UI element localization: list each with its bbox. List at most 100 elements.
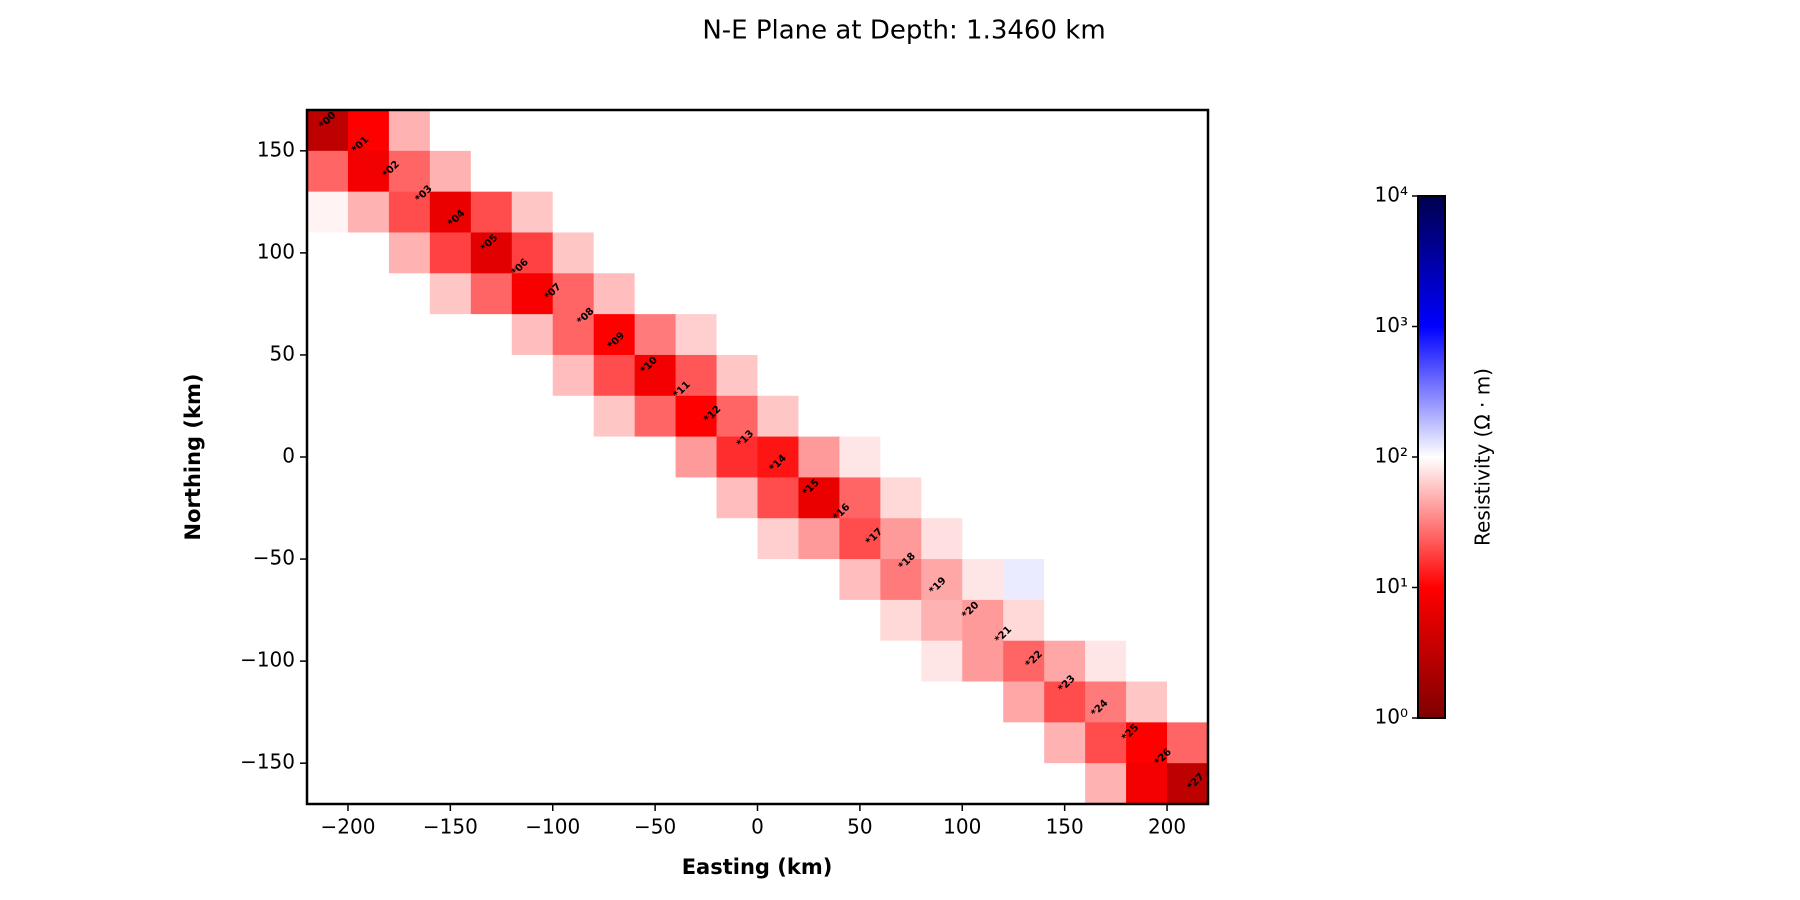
cell (757, 599, 799, 642)
cell (757, 477, 799, 519)
cell (1167, 722, 1208, 764)
cell (347, 354, 390, 397)
cell (470, 681, 513, 723)
cell (798, 640, 840, 683)
cell (1044, 232, 1086, 274)
cell (470, 232, 513, 274)
cell (593, 681, 636, 723)
cell (757, 354, 799, 397)
cell (593, 559, 636, 601)
cell (429, 640, 472, 683)
cell (1167, 599, 1208, 642)
cell (1044, 150, 1086, 193)
cell (839, 191, 881, 233)
cell (388, 640, 431, 683)
y-tick-label: 150 (257, 137, 295, 161)
cell (921, 191, 963, 233)
cell (470, 599, 513, 642)
cell (593, 354, 636, 397)
cell (634, 559, 677, 601)
cell (388, 232, 431, 274)
cell (552, 763, 595, 804)
cell (1167, 681, 1208, 723)
cell (798, 150, 840, 193)
cell (839, 477, 881, 519)
x-tick-label: −50 (634, 815, 676, 839)
cell (347, 395, 390, 438)
chart-title: N-E Plane at Depth: 1.3460 km (702, 16, 1105, 46)
cell (716, 232, 758, 274)
cell (307, 763, 349, 804)
cell (716, 477, 758, 519)
cell (1167, 518, 1208, 560)
cell (716, 273, 758, 315)
cell (1044, 477, 1086, 519)
cell (921, 395, 963, 438)
cell (552, 273, 595, 315)
cell (962, 681, 1004, 723)
cell (757, 436, 799, 478)
cell (1167, 191, 1208, 233)
cell (962, 150, 1004, 193)
cell (921, 477, 963, 519)
cell (839, 763, 881, 804)
cell (921, 559, 963, 601)
cell (634, 477, 677, 519)
cell (839, 232, 881, 274)
cell (388, 599, 431, 642)
cell (757, 681, 799, 723)
cell (388, 314, 431, 356)
cell (1044, 273, 1086, 315)
cell (347, 110, 390, 152)
cell (552, 518, 595, 560)
cell (634, 354, 677, 397)
cell (347, 681, 390, 723)
cell (1126, 599, 1168, 642)
colorbar-tick-label: 10³ (1375, 313, 1408, 337)
y-tick-label: 0 (282, 444, 295, 468)
cell (634, 232, 677, 274)
cell (552, 232, 595, 274)
x-tick-label: −150 (423, 815, 478, 839)
cell (962, 314, 1004, 356)
cell (552, 681, 595, 723)
cell (716, 518, 758, 560)
cell (716, 110, 758, 152)
cell (470, 477, 513, 519)
cell (511, 681, 554, 723)
cell (347, 436, 390, 478)
cell (1085, 354, 1127, 397)
cell (1003, 436, 1045, 478)
cell (1167, 232, 1208, 274)
cell (593, 110, 636, 152)
cell (347, 477, 390, 519)
cell (1167, 110, 1208, 152)
cell (962, 354, 1004, 397)
cell (347, 559, 390, 601)
heatmap (307, 110, 1208, 804)
cell (593, 722, 636, 764)
cell (880, 763, 922, 804)
cell (470, 518, 513, 560)
cell (880, 273, 922, 315)
cell (429, 518, 472, 560)
cell (1003, 150, 1045, 193)
colorbar-tick-label: 10⁰ (1375, 705, 1408, 729)
cell (470, 640, 513, 683)
cell (429, 559, 472, 601)
cell (921, 354, 963, 397)
cell (511, 436, 554, 478)
cell (880, 559, 922, 601)
cell (1003, 395, 1045, 438)
cell (511, 763, 554, 804)
cell (511, 354, 554, 397)
y-tick-label: −150 (240, 750, 295, 774)
cell (1167, 314, 1208, 356)
cell (470, 559, 513, 601)
cell (798, 354, 840, 397)
cell (552, 477, 595, 519)
cell (552, 110, 595, 152)
cell (1126, 191, 1168, 233)
cell (307, 477, 349, 519)
